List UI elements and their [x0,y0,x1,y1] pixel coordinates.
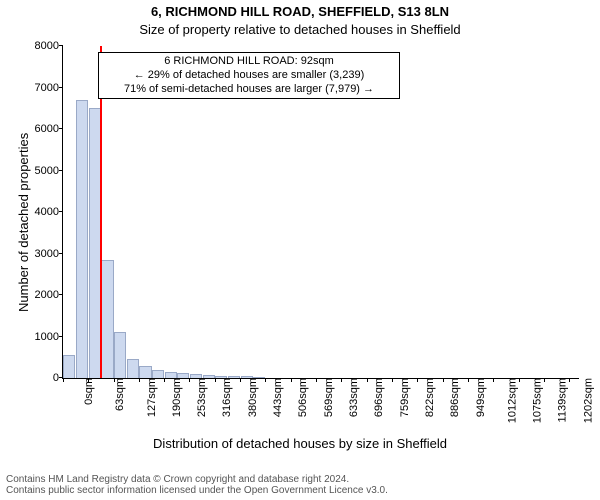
histogram-bar [139,366,151,378]
chart-container: 6, RICHMOND HILL ROAD, SHEFFIELD, S13 8L… [0,0,600,500]
x-tick-label: 443sqm [266,378,284,417]
histogram-bar [127,359,139,378]
annotation-line1: 6 RICHMOND HILL ROAD: 92sqm [105,55,393,69]
footer-line1: Contains HM Land Registry data © Crown c… [6,474,594,485]
x-tick-label: 1202sqm [576,378,594,423]
x-tick-label: 0sqm [77,378,95,405]
annotation-box: 6 RICHMOND HILL ROAD: 92sqm ← 29% of det… [98,52,400,99]
x-tick-label: 1012sqm [500,378,518,423]
histogram-bar [228,376,240,378]
histogram-bar [165,372,177,378]
x-tick-label: 759sqm [393,378,411,417]
footer: Contains HM Land Registry data © Crown c… [6,474,594,496]
x-tick-label: 316sqm [216,378,234,417]
y-tick-label: 3000 [35,248,63,260]
y-tick-label: 0 [53,372,63,384]
histogram-bar [215,376,227,378]
x-tick-label: 822sqm [418,378,436,417]
y-axis-label: Number of detached properties [16,133,31,312]
x-tick-label: 1139sqm [550,378,568,422]
y-tick-label: 6000 [35,123,63,135]
x-tick-label: 886sqm [444,378,462,417]
chart-title-line1: 6, RICHMOND HILL ROAD, SHEFFIELD, S13 8L… [0,4,600,19]
annotation-line2: ← 29% of detached houses are smaller (3,… [105,69,393,83]
histogram-bar [241,376,253,378]
histogram-bar [114,332,126,378]
histogram-bar [190,374,202,378]
histogram-bar [101,260,113,378]
x-tick-label: 569sqm [317,378,335,417]
x-tick-label: 1075sqm [525,378,543,423]
y-tick-label: 5000 [35,165,63,177]
histogram-bar [63,355,75,378]
y-tick-label: 8000 [35,40,63,52]
x-tick-label: 63sqm [108,378,126,411]
x-tick-label: 506sqm [292,378,310,417]
x-tick-label: 127sqm [140,378,158,417]
histogram-bar [76,100,88,378]
histogram-bar [253,377,265,378]
footer-line2: Contains public sector information licen… [6,485,594,496]
histogram-bar [203,375,215,378]
x-axis-label: Distribution of detached houses by size … [0,436,600,451]
y-tick-label: 2000 [35,289,63,301]
x-tick-label: 633sqm [342,378,360,417]
y-tick-label: 1000 [35,331,63,343]
x-tick-label: 696sqm [368,378,386,417]
histogram-bar [152,370,164,378]
annotation-line3: 71% of semi-detached houses are larger (… [105,83,393,97]
chart-title-line2: Size of property relative to detached ho… [0,22,600,37]
y-tick-label: 4000 [35,206,63,218]
x-tick-label: 190sqm [165,378,183,417]
x-tick-label: 253sqm [190,378,208,417]
x-tick-label: 949sqm [469,378,487,417]
histogram-bar [177,373,189,378]
y-tick-label: 7000 [35,82,63,94]
x-tick-label: 380sqm [241,378,259,417]
